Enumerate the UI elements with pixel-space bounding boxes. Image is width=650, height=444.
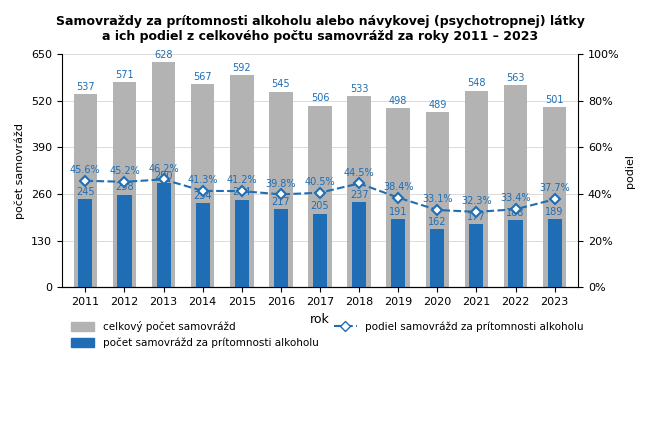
Text: 234: 234 xyxy=(194,191,212,201)
Bar xyxy=(313,214,327,287)
Text: 40.5%: 40.5% xyxy=(305,177,335,187)
Bar xyxy=(469,224,484,287)
Bar xyxy=(79,199,92,287)
Text: 189: 189 xyxy=(545,207,564,217)
Bar xyxy=(508,220,523,287)
Text: 545: 545 xyxy=(272,79,290,89)
Text: 506: 506 xyxy=(311,93,330,103)
Bar xyxy=(387,108,410,287)
Text: 205: 205 xyxy=(311,202,330,211)
Text: 38.4%: 38.4% xyxy=(383,182,413,192)
Legend: celkový počet samovrážd, počet samovrážd za prítomnosti alkoholu, podiel samovrá: celkový počet samovrážd, počet samovrážd… xyxy=(67,317,588,352)
Bar xyxy=(118,194,131,287)
Text: 32.3%: 32.3% xyxy=(461,196,492,206)
Bar xyxy=(347,96,371,287)
Text: 177: 177 xyxy=(467,211,486,222)
Text: 44.5%: 44.5% xyxy=(344,167,374,178)
Text: 533: 533 xyxy=(350,84,369,94)
Text: 258: 258 xyxy=(115,182,134,192)
Bar xyxy=(543,107,566,287)
Bar xyxy=(274,209,288,287)
Text: 37.7%: 37.7% xyxy=(540,183,570,194)
Text: 39.8%: 39.8% xyxy=(266,178,296,189)
Bar xyxy=(112,82,136,287)
Text: 628: 628 xyxy=(154,50,173,59)
Text: 46.2%: 46.2% xyxy=(148,163,179,174)
Text: 571: 571 xyxy=(115,70,134,80)
Text: 33.1%: 33.1% xyxy=(422,194,452,204)
Bar xyxy=(235,200,249,287)
Bar xyxy=(152,62,176,287)
Text: 563: 563 xyxy=(506,73,525,83)
Text: 548: 548 xyxy=(467,78,486,88)
Text: 592: 592 xyxy=(233,63,251,72)
Bar xyxy=(230,75,254,287)
Bar xyxy=(547,219,562,287)
Text: 567: 567 xyxy=(193,71,212,82)
Text: 41.3%: 41.3% xyxy=(187,175,218,185)
Bar xyxy=(504,85,527,287)
Text: 537: 537 xyxy=(76,82,95,92)
Bar xyxy=(308,106,332,287)
Text: 489: 489 xyxy=(428,99,447,110)
Text: 33.4%: 33.4% xyxy=(500,194,531,203)
Text: 191: 191 xyxy=(389,206,408,217)
Y-axis label: podiel: podiel xyxy=(625,154,635,187)
Bar xyxy=(191,83,214,287)
Title: Samovraždy za prítomnosti alkoholu alebo návykovej (psychotropnej) látky
a ich p: Samovraždy za prítomnosti alkoholu alebo… xyxy=(55,15,584,43)
Bar xyxy=(465,91,488,287)
Bar xyxy=(196,203,210,287)
Bar xyxy=(157,183,170,287)
Text: 45.2%: 45.2% xyxy=(109,166,140,176)
Text: 41.2%: 41.2% xyxy=(226,175,257,185)
Text: 162: 162 xyxy=(428,217,447,227)
Text: 501: 501 xyxy=(545,95,564,105)
Bar xyxy=(73,95,97,287)
Text: 244: 244 xyxy=(233,187,251,198)
Bar xyxy=(269,91,292,287)
Bar xyxy=(352,202,366,287)
Bar xyxy=(391,219,405,287)
Bar xyxy=(430,229,445,287)
Text: 498: 498 xyxy=(389,96,408,106)
Y-axis label: počet samovrážd: počet samovrážd xyxy=(15,123,25,218)
Text: 290: 290 xyxy=(154,171,173,181)
Text: 188: 188 xyxy=(506,208,525,218)
Text: 237: 237 xyxy=(350,190,369,200)
Text: 245: 245 xyxy=(76,187,95,197)
Text: 45.6%: 45.6% xyxy=(70,165,101,175)
Bar xyxy=(426,112,449,287)
X-axis label: rok: rok xyxy=(310,313,330,325)
Text: 217: 217 xyxy=(272,197,290,207)
